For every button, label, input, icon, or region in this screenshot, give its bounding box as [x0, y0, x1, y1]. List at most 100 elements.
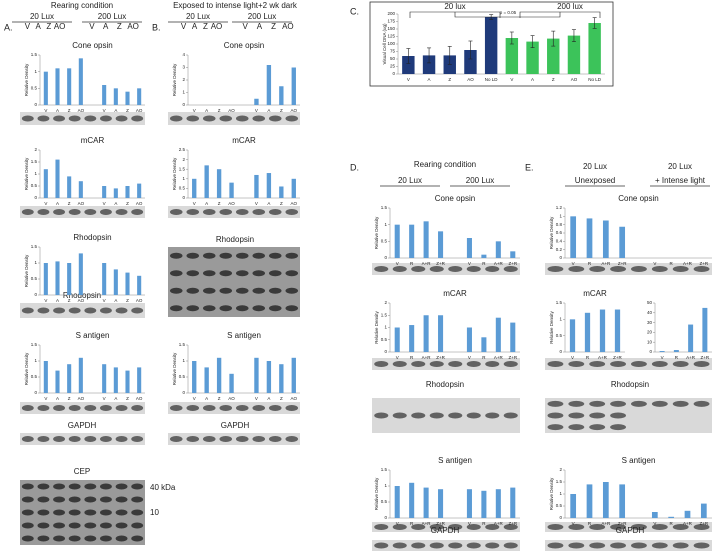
- lane-label: AO: [211, 22, 223, 31]
- blot-band: [202, 209, 216, 215]
- blot-band: [115, 436, 128, 442]
- x-tick-label: A: [205, 396, 208, 401]
- x-tick-label: A+R: [601, 261, 611, 266]
- x-tick-label: V: [572, 261, 575, 266]
- y-tick-label: 0: [559, 255, 562, 260]
- panel-label: B.: [152, 22, 161, 32]
- y-tick-label: 0: [384, 255, 387, 260]
- lane-label: V: [181, 22, 187, 31]
- y-tick-label: 1: [182, 358, 185, 363]
- x-tick-label: V: [653, 521, 656, 526]
- bar: [67, 263, 72, 295]
- x-tick-label: A: [531, 77, 534, 82]
- blot-band: [219, 305, 233, 312]
- blot-band: [448, 542, 463, 549]
- blot-band: [53, 522, 65, 529]
- bar: [192, 361, 197, 393]
- y-axis-label: Relative Density: [374, 216, 379, 249]
- lane-label: AO: [127, 22, 139, 31]
- bar: [659, 351, 665, 352]
- y-tick-label: 1.5: [381, 205, 388, 210]
- y-tick-label: 0.5: [381, 499, 388, 504]
- blot-band: [115, 405, 128, 411]
- bar: [495, 317, 501, 352]
- bar: [495, 489, 501, 518]
- x-tick-label: Z: [218, 396, 221, 401]
- blot-band: [448, 524, 463, 530]
- blot: [20, 402, 145, 414]
- blot-band: [84, 535, 97, 542]
- bar: [602, 220, 609, 258]
- blot-band: [21, 483, 34, 490]
- x-tick-label: V: [468, 355, 471, 360]
- blot-band: [268, 252, 282, 259]
- blot-band: [503, 412, 518, 419]
- panel-c-frame: [369, 1, 614, 87]
- bar: [481, 337, 487, 352]
- bar: [43, 361, 48, 393]
- bar: [481, 254, 487, 258]
- x-tick-label: AO: [78, 108, 85, 113]
- blot-band: [547, 412, 564, 419]
- x-tick-label: A: [114, 396, 117, 401]
- blot-band: [169, 305, 183, 312]
- y-axis-label: Relative Density: [172, 352, 177, 385]
- blot-band: [374, 266, 389, 272]
- blot-band: [131, 496, 144, 503]
- x-tick-label: Z+R: [436, 261, 445, 266]
- bar: [266, 361, 272, 393]
- bar: [43, 263, 48, 295]
- x-tick-label: Z+R: [700, 261, 709, 266]
- x-tick-label: R: [410, 355, 414, 360]
- blot-band: [84, 496, 97, 503]
- blot: [20, 206, 145, 218]
- x-tick-label: V: [193, 396, 196, 401]
- blot-band: [115, 307, 128, 314]
- y-tick-label: 1.5: [179, 342, 186, 347]
- x-tick-label: V: [468, 521, 471, 526]
- blot-band: [568, 266, 585, 272]
- chart-title: S antigen: [227, 331, 261, 340]
- blot-band: [672, 542, 689, 549]
- blot-band: [219, 405, 233, 411]
- blot-band: [169, 209, 183, 215]
- blot-band: [485, 524, 500, 530]
- y-tick-label: 1.5: [556, 479, 563, 484]
- x-tick-label: A: [205, 108, 208, 113]
- blot-band: [503, 524, 518, 530]
- y-axis-label: Relative Density: [549, 216, 554, 249]
- x-tick-label: A: [114, 298, 117, 303]
- chart-title: Cone opsin: [435, 194, 475, 203]
- blot-band: [100, 496, 112, 503]
- y-tick-label: 20: [647, 330, 653, 335]
- y-axis-label: Relative Density: [24, 157, 29, 190]
- x-tick-label: R: [588, 261, 592, 266]
- blot-band: [235, 209, 249, 215]
- chart-title: S antigen: [622, 456, 656, 465]
- bar: [279, 364, 284, 393]
- x-tick-label: V: [44, 396, 47, 401]
- x-tick-label: V: [103, 396, 106, 401]
- y-tick-label: 0.5: [31, 276, 38, 281]
- blot-band: [252, 305, 266, 312]
- x-tick-label: Z+R: [618, 261, 627, 266]
- blot-band: [693, 266, 710, 272]
- x-tick-label: V: [44, 201, 47, 206]
- bar: [137, 275, 142, 295]
- bar: [216, 357, 222, 393]
- bar: [586, 218, 593, 258]
- bar: [409, 224, 415, 258]
- y-tick-label: 175: [387, 19, 395, 24]
- blot: [168, 247, 300, 317]
- chart-title: mCAR: [443, 289, 467, 298]
- lane-label: A: [103, 22, 109, 31]
- bar: [505, 38, 519, 74]
- x-tick-label: V: [255, 201, 258, 206]
- y-axis-label: Relative Density: [24, 352, 29, 385]
- blot-band: [53, 535, 65, 542]
- blot-band: [610, 412, 626, 419]
- bar: [113, 88, 118, 105]
- blot-band: [68, 436, 81, 442]
- y-tick-label: 1.5: [31, 244, 38, 249]
- blot-band: [235, 405, 249, 411]
